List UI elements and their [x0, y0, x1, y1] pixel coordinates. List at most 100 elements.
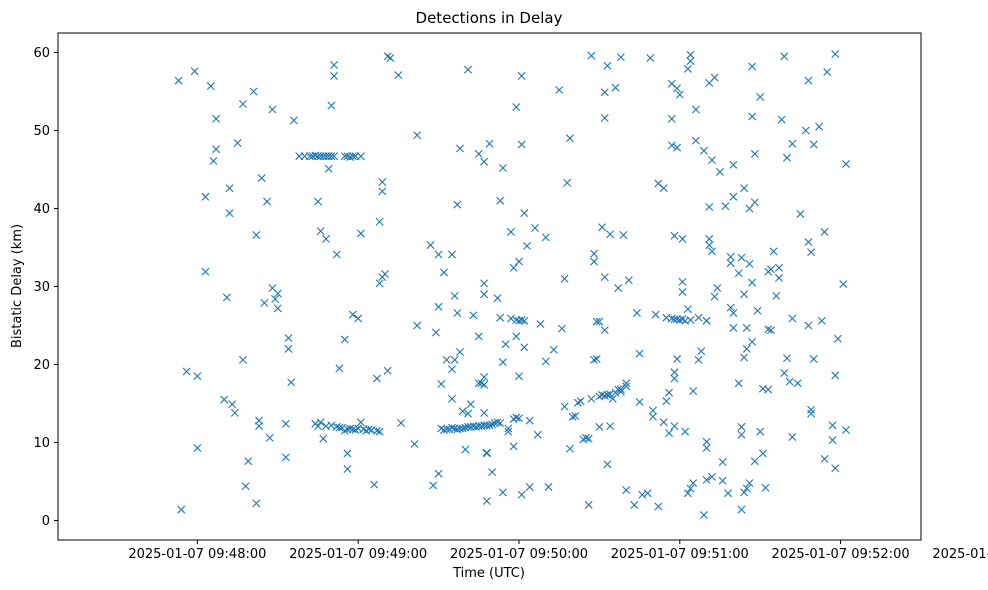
data-point — [590, 249, 599, 258]
data-point — [343, 465, 352, 474]
data-point — [831, 464, 840, 473]
data-point — [745, 204, 754, 213]
data-point — [721, 202, 730, 211]
data-point — [330, 152, 339, 161]
x-tick-label: 2025-01-07 09:48:00 — [128, 547, 266, 562]
data-point — [281, 419, 290, 428]
data-point — [662, 397, 671, 406]
data-point — [410, 440, 419, 449]
y-tick-label: 60 — [33, 46, 50, 61]
data-point — [643, 489, 652, 498]
data-point — [702, 316, 711, 325]
data-point — [431, 328, 440, 337]
data-point — [766, 265, 775, 274]
data-point — [386, 53, 395, 62]
data-point — [823, 68, 832, 76]
data-point — [697, 347, 706, 356]
data-point — [616, 385, 625, 394]
data-point — [584, 434, 593, 443]
data-point — [429, 481, 438, 490]
data-point — [485, 139, 494, 148]
data-point — [514, 372, 523, 381]
data-point — [691, 136, 700, 145]
data-point — [748, 337, 757, 346]
data-point — [533, 430, 542, 439]
data-point — [622, 382, 631, 391]
data-point — [600, 273, 609, 282]
data-point — [313, 422, 322, 431]
data-point — [820, 454, 829, 463]
data-point — [375, 279, 384, 288]
data-point — [758, 449, 767, 458]
data-point — [222, 293, 231, 302]
data-point — [498, 488, 507, 497]
data-point — [788, 139, 797, 148]
x-tick-label: 2025-01-07 09:49:00 — [289, 547, 427, 562]
data-point — [611, 83, 620, 92]
data-point — [705, 202, 714, 211]
y-tick-label: 50 — [33, 124, 50, 139]
data-point — [777, 115, 786, 124]
data-point — [474, 332, 483, 341]
data-point — [212, 114, 221, 123]
data-point — [555, 85, 564, 94]
data-point — [434, 302, 443, 311]
data-point — [348, 152, 357, 161]
data-point — [686, 316, 695, 325]
data-point — [673, 143, 682, 152]
data-point — [469, 311, 478, 320]
data-point — [464, 409, 473, 418]
data-point — [750, 149, 759, 158]
data-point — [581, 433, 590, 442]
data-point — [335, 423, 344, 432]
data-point — [340, 335, 349, 344]
data-point — [201, 192, 210, 201]
data-point — [571, 411, 580, 420]
data-point — [713, 284, 722, 293]
data-point — [447, 394, 456, 403]
data-point — [804, 76, 813, 85]
data-point — [590, 355, 599, 364]
data-point — [831, 371, 840, 380]
data-point — [785, 377, 794, 386]
data-point — [817, 316, 826, 325]
data-point — [316, 418, 325, 427]
data-point — [252, 499, 261, 508]
data-point — [413, 131, 422, 140]
data-point — [807, 405, 816, 414]
data-point — [702, 437, 711, 446]
data-point — [675, 90, 684, 99]
data-point — [780, 52, 789, 61]
chart-title: Detections in Delay — [416, 9, 563, 27]
data-point — [705, 241, 714, 250]
data-point — [447, 250, 456, 259]
data-point — [560, 402, 569, 411]
data-point — [520, 316, 529, 325]
data-point — [648, 406, 657, 415]
data-point — [788, 433, 797, 442]
data-point — [244, 457, 253, 466]
data-point — [488, 468, 497, 477]
data-point — [616, 53, 625, 62]
data-point — [512, 413, 521, 422]
y-tick-label: 20 — [33, 358, 50, 373]
data-point — [665, 429, 674, 438]
data-point — [603, 61, 612, 70]
data-point — [512, 103, 521, 112]
data-point — [793, 379, 802, 388]
data-point — [327, 421, 336, 430]
data-point — [587, 394, 596, 403]
x-tick-label: 2025-01-07 09:51:00 — [611, 547, 749, 562]
data-point — [600, 114, 609, 123]
data-point — [783, 153, 791, 162]
data-point — [595, 317, 604, 326]
data-point — [263, 197, 272, 206]
data-point — [764, 325, 773, 334]
data-point — [689, 387, 698, 396]
data-point — [734, 269, 743, 278]
data-point — [383, 366, 392, 375]
data-point — [453, 200, 462, 209]
data-point — [517, 140, 526, 149]
data-point — [498, 358, 507, 367]
data-point — [748, 112, 757, 121]
